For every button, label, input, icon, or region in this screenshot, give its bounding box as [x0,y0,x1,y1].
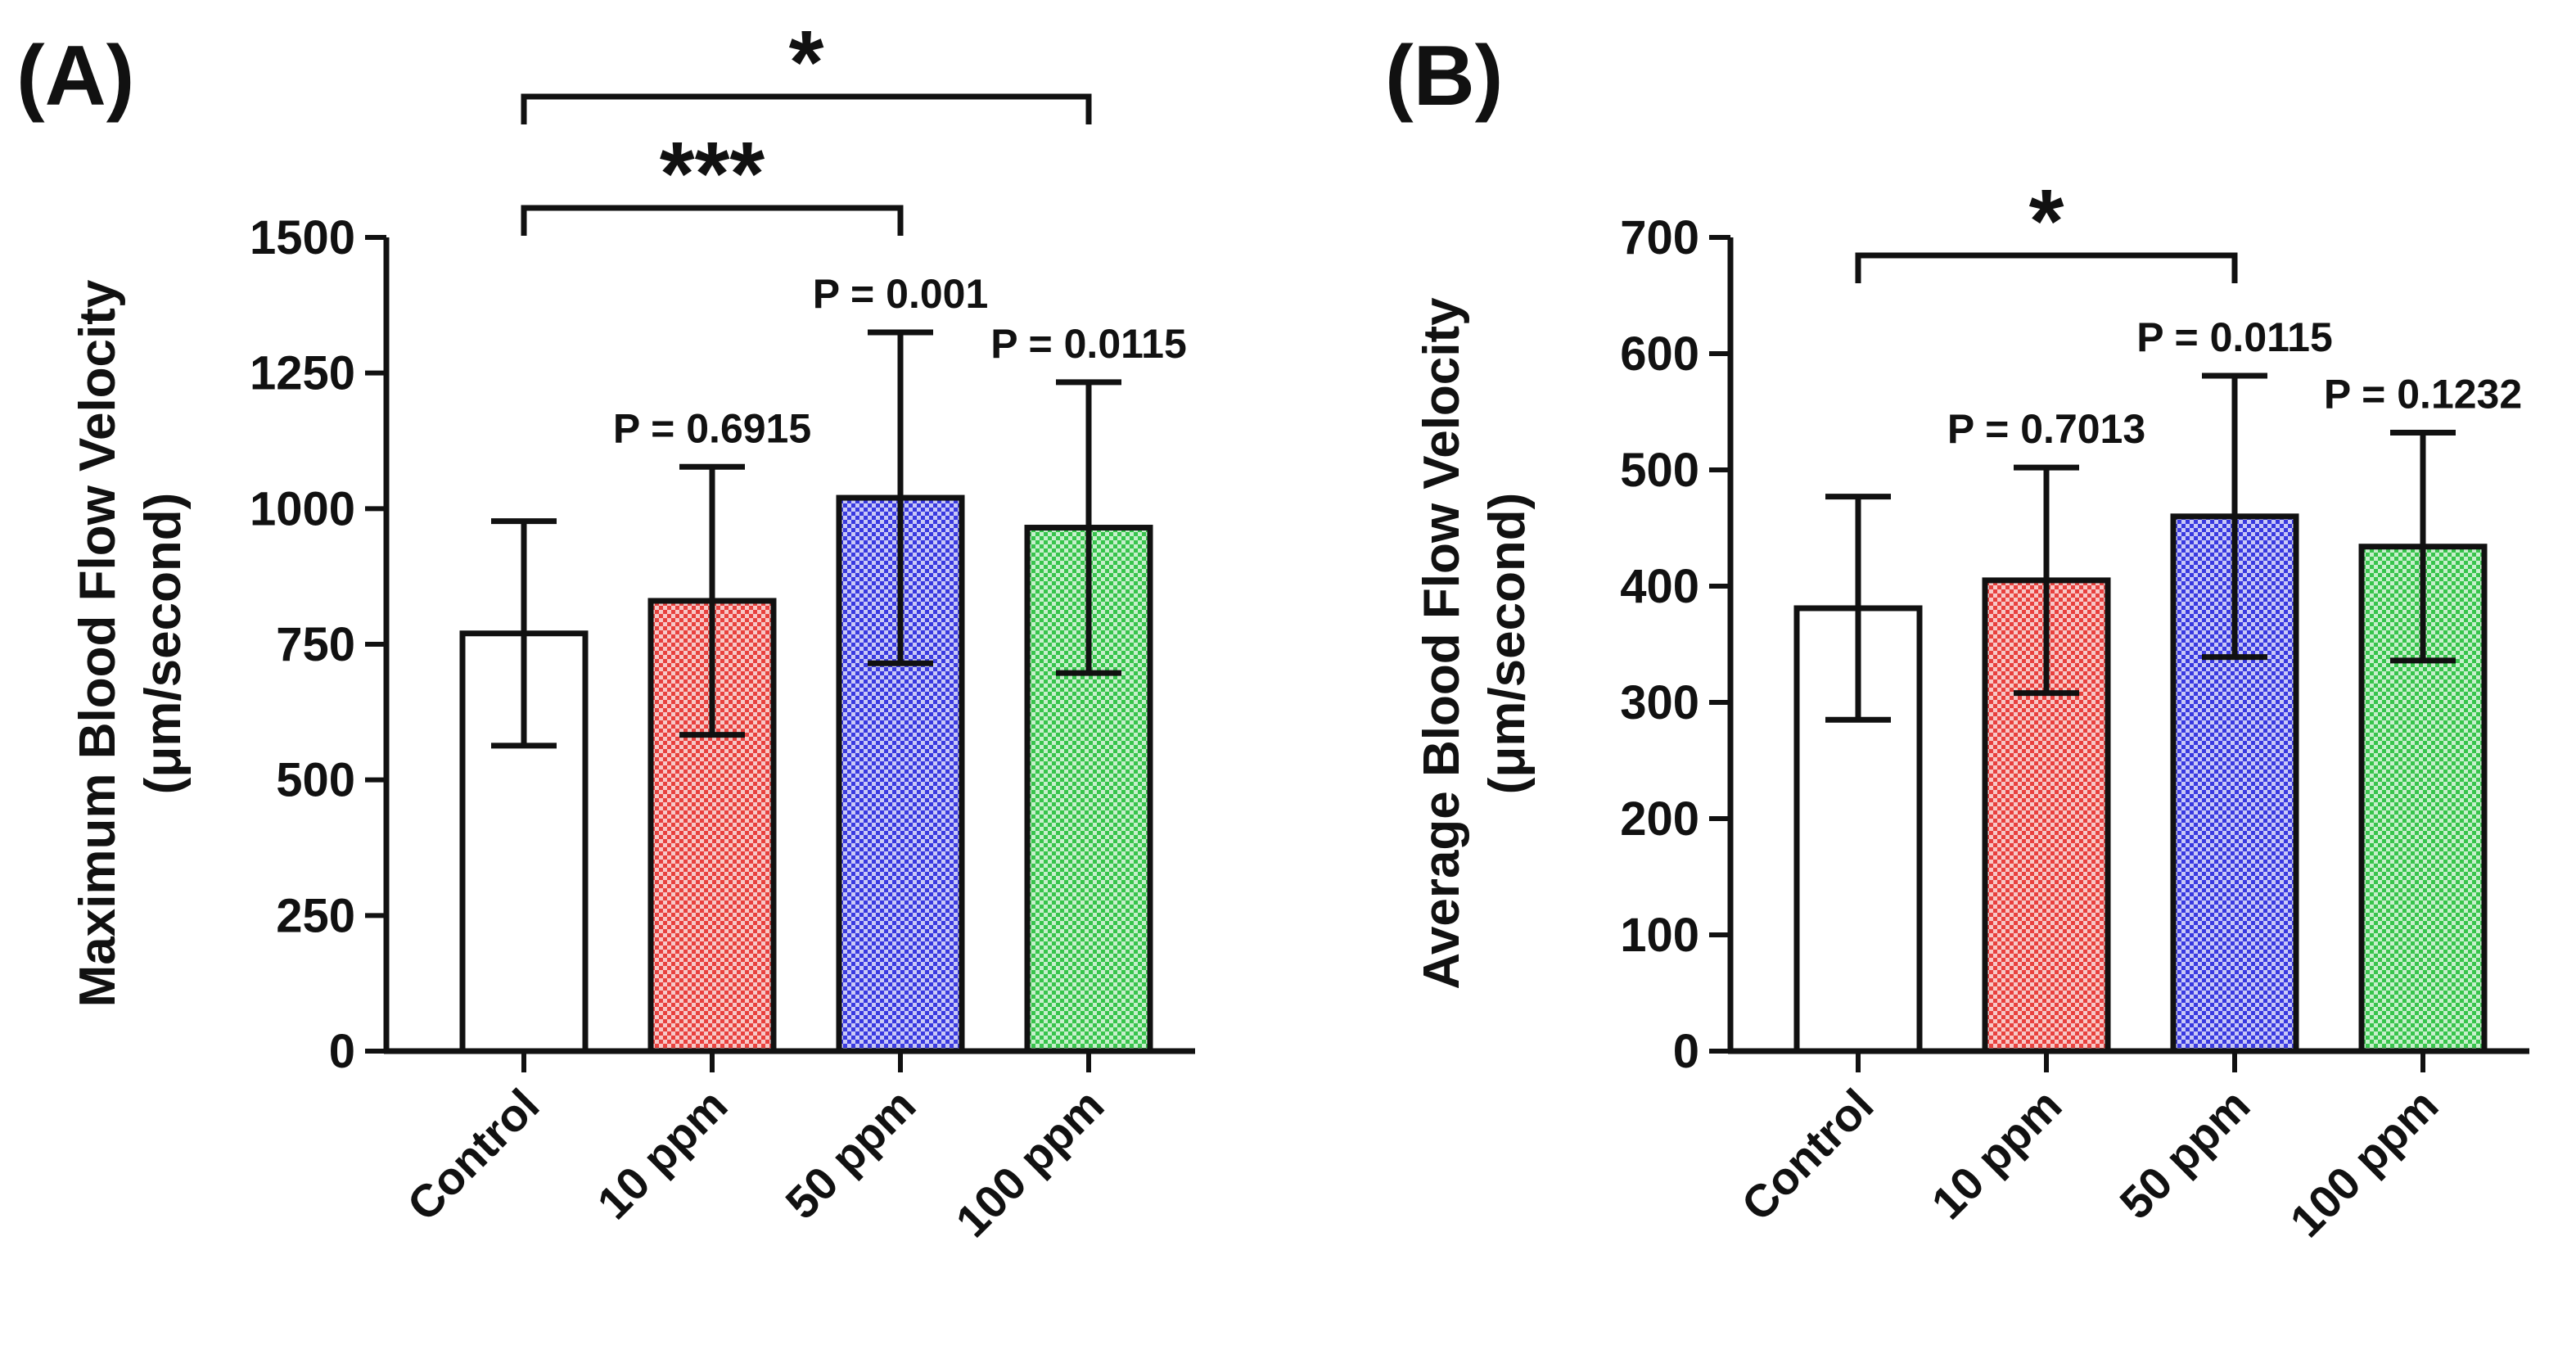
error-bars [1825,372,2456,723]
chart-panel-b: (B) Average Blood Flow Velocity (μm/seco… [1385,29,2529,1247]
bars [1793,513,2488,1054]
x-tick-label: 100 ppm [2280,1079,2447,1247]
y-tick-label: 1250 [250,347,355,400]
significance-brackets: **** [521,12,1092,236]
significance-stars: * [789,12,824,113]
significance-brackets: * [1855,171,2238,283]
x-tick-labels: Control 10 ppm 50 ppm 100 ppm [1731,1079,2447,1247]
y-tick-label: 0 [1673,1025,1699,1078]
significance-bracket [521,205,904,236]
panel-label: (A) [16,29,134,124]
p-value-label: P = 0.001 [813,271,989,317]
x-tick-label: 10 ppm [587,1079,737,1229]
x-tick-label: Control [397,1079,548,1230]
y-axis-unit: (μm/second) [135,493,192,795]
y-ticks: 0 250 500 750 1000 1250 1500 [250,211,386,1078]
significance-bracket [1855,252,2238,283]
p-value-label: P = 0.0115 [990,321,1187,367]
axes [383,237,1195,1072]
x-tick-label: 100 ppm [945,1079,1113,1247]
x-tick-label: 10 ppm [1921,1079,2071,1229]
y-tick-label: 500 [1620,444,1699,497]
y-tick-label: 750 [276,618,355,671]
chart-panel-a: (A) Maximum Blood Flow Velocity (μm/seco… [16,12,1195,1247]
p-value-label: P = 0.1232 [2324,372,2522,417]
bars [459,494,1153,1054]
x-tick-label: 50 ppm [2109,1079,2259,1229]
y-tick-label: 1000 [250,482,355,535]
y-tick-label: 700 [1620,211,1699,264]
y-ticks: 0 100 200 300 400 500 600 700 [1620,211,1730,1078]
significance-stars: * [2029,171,2064,272]
p-value-label: P = 0.0115 [2136,314,2333,360]
y-tick-label: 500 [276,754,355,807]
y-tick-label: 1500 [250,211,355,264]
p-value-label: P = 0.6915 [613,405,811,451]
significance-bracket [521,93,1092,124]
error-bars [491,329,1121,749]
y-tick-label: 250 [276,889,355,942]
y-tick-label: 600 [1620,327,1699,381]
y-tick-label: 300 [1620,676,1699,729]
p-value-labels: P = 0.7013 P = 0.0115 P = 0.1232 [1947,314,2522,452]
y-tick-label: 200 [1620,792,1699,846]
y-tick-label: 0 [329,1025,355,1078]
axes [1727,237,2529,1072]
y-tick-label: 100 [1620,909,1699,962]
x-tick-labels: Control 10 ppm 50 ppm 100 ppm [397,1079,1113,1247]
p-value-label: P = 0.7013 [1947,406,2145,452]
x-tick-label: Control [1731,1079,1883,1230]
x-tick-label: 50 ppm [775,1079,925,1229]
y-axis-title: Average Blood Flow Velocity [1414,297,1470,990]
y-axis-title: Maximum Blood Flow Velocity [70,279,126,1007]
significance-stars: *** [660,124,765,224]
y-tick-label: 400 [1620,560,1699,613]
y-axis-unit: (μm/second) [1479,493,1536,795]
panel-label: (B) [1385,29,1503,124]
